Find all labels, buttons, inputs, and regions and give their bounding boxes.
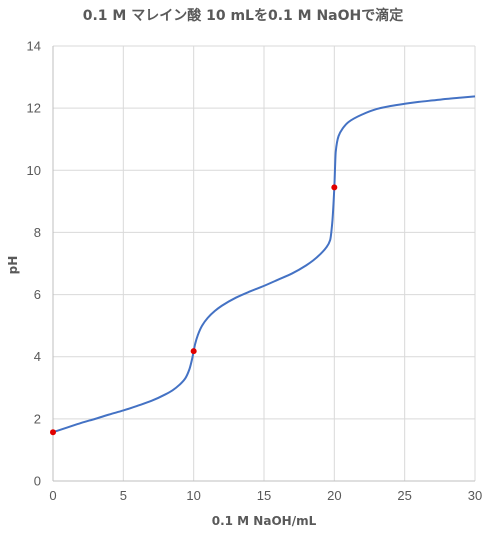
y-tick-label: 2	[34, 411, 41, 426]
axes	[52, 46, 475, 482]
y-axis-label: pH	[6, 256, 20, 275]
grid	[53, 45, 476, 481]
chart-title: 0.1 M マレイン酸 10 mLを0.1 M NaOHで滴定	[83, 7, 403, 24]
x-axis-label: 0.1 M NaOH/mL	[212, 514, 317, 528]
data-point-marker	[50, 429, 56, 436]
x-tick-label: 20	[327, 488, 341, 503]
x-tick-label: 10	[186, 488, 200, 503]
data-point-marker	[190, 348, 197, 355]
tick-labels: 0 5 10 15 20 25 30 0 2 4 6 8 10 12 14	[27, 39, 483, 504]
y-tick-label: 6	[34, 287, 41, 302]
y-tick-label: 14	[27, 39, 41, 54]
x-tick-label: 25	[397, 488, 411, 503]
x-tick-label: 5	[120, 488, 127, 503]
series-line	[52, 95, 476, 434]
x-tick-label: 0	[49, 488, 56, 503]
x-tick-label: 15	[257, 488, 271, 503]
x-tick-label: 30	[468, 488, 482, 503]
y-tick-label: 10	[27, 163, 41, 178]
data-point-marker	[331, 184, 338, 191]
marker-layer	[50, 184, 338, 436]
y-tick-label: 0	[34, 474, 41, 489]
y-tick-label: 4	[34, 349, 41, 364]
y-tick-label: 8	[34, 225, 41, 240]
y-tick-label: 12	[27, 101, 41, 116]
series-layer	[52, 95, 476, 434]
